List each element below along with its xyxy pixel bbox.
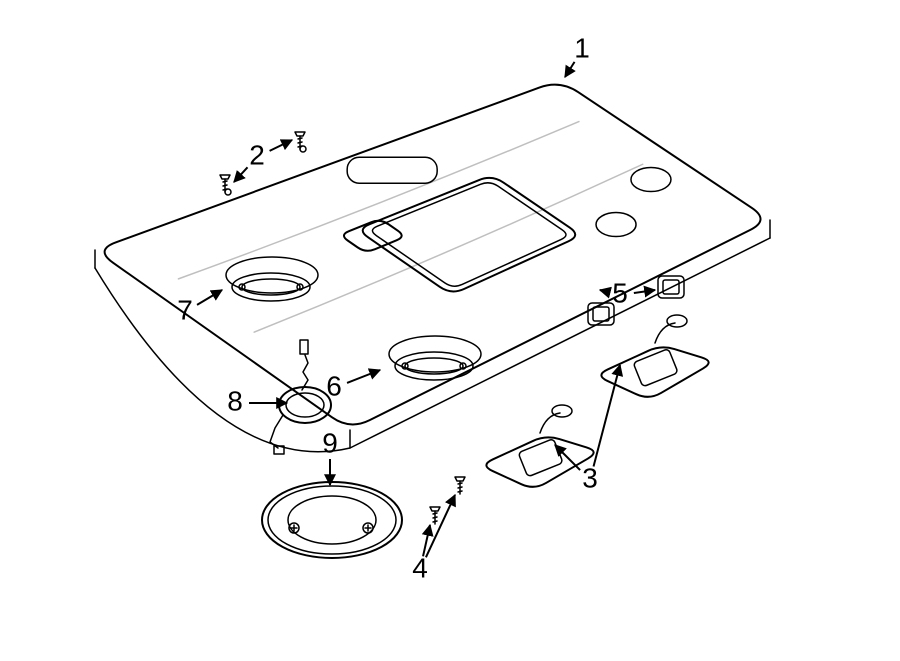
callout-label-7: 7 — [177, 294, 193, 325]
front-recess — [347, 157, 437, 183]
surface-contour — [254, 164, 643, 332]
leader-2-1 — [270, 140, 292, 151]
grab-handle-7 — [232, 273, 310, 301]
callout-label-9: 9 — [322, 427, 338, 458]
visor-screw-1 — [455, 477, 465, 494]
parts-diagram: 1 2 3 4 5 6 7 8 9 — [0, 0, 900, 661]
callout-label-4: 4 — [412, 552, 428, 583]
grab-handle-6 — [395, 352, 473, 380]
callout-label-1: 1 — [574, 32, 590, 63]
leader-3-0 — [555, 445, 580, 470]
leader-7-0 — [197, 290, 222, 305]
callout-label-6: 6 — [326, 370, 342, 401]
parts-layer — [95, 85, 770, 558]
leader-1-0 — [565, 62, 575, 77]
callout-label-8: 8 — [227, 385, 243, 416]
headliner-edge — [95, 220, 770, 448]
sun-visor-0 — [486, 405, 593, 487]
labels-layer: 1 2 3 4 5 6 7 8 9 — [177, 32, 628, 583]
leader-5-1 — [634, 290, 655, 293]
visor-screw-0 — [430, 507, 440, 524]
callout-label-3: 3 — [582, 462, 598, 493]
callout-label-2: 2 — [249, 139, 265, 170]
visor-clip-0 — [588, 303, 614, 325]
leader-6-0 — [347, 370, 380, 383]
speaker-bezel — [262, 482, 402, 558]
visor-mount-pad-0 — [596, 213, 636, 237]
visor-mount-pad-1 — [631, 168, 671, 192]
callout-label-5: 5 — [612, 277, 628, 308]
sun-visor-1 — [601, 315, 708, 397]
leader-5-0 — [600, 290, 606, 292]
leader-2-0 — [234, 167, 248, 182]
